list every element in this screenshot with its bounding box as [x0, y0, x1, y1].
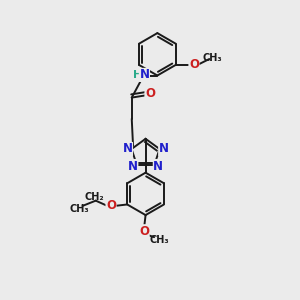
Text: O: O [145, 87, 155, 100]
Text: O: O [106, 200, 116, 212]
Text: CH₃: CH₃ [149, 235, 169, 245]
Text: CH₃: CH₃ [69, 205, 89, 214]
Text: O: O [189, 58, 199, 71]
Text: N: N [128, 160, 138, 172]
Text: O: O [139, 225, 149, 238]
Text: H: H [133, 70, 142, 80]
Text: CH₂: CH₂ [84, 192, 104, 202]
Text: CH₃: CH₃ [202, 52, 222, 62]
Text: N: N [122, 142, 133, 155]
Text: N: N [153, 160, 164, 172]
Text: N: N [159, 142, 169, 155]
Text: N: N [140, 68, 149, 81]
